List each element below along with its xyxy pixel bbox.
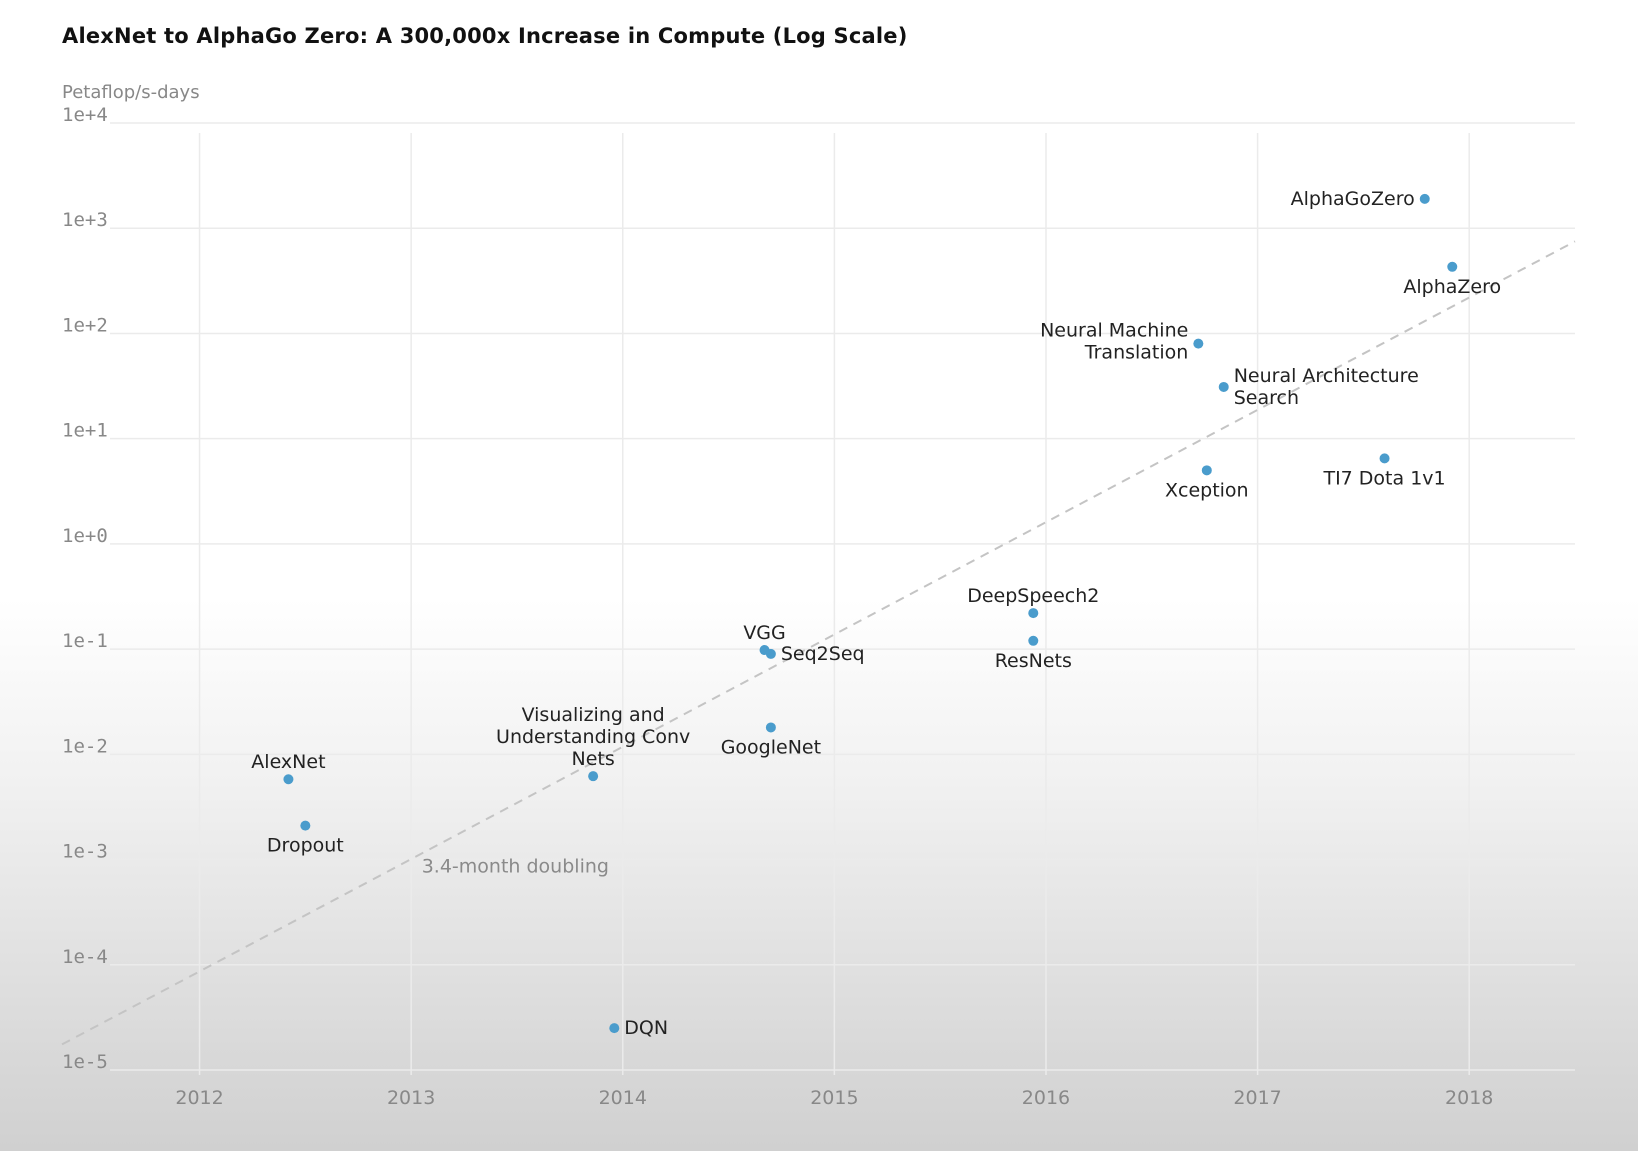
chart-title: AlexNet to AlphaGo Zero: A 300,000x Incr…: [62, 24, 908, 48]
data-point: [1419, 193, 1430, 204]
data-point: [1201, 465, 1212, 476]
data-point-label: Neural Machine Translation: [1040, 320, 1188, 364]
data-point-label: Seq2Seq: [781, 643, 865, 665]
y-tick-label: 1e-1: [62, 630, 108, 652]
data-point: [300, 820, 311, 831]
data-point-label: Xception: [1165, 479, 1249, 501]
data-point-label: Neural Architecture Search: [1234, 365, 1419, 409]
grid-layer: [110, 122, 1575, 1075]
data-point-label: Dropout: [267, 835, 344, 857]
data-point-label: ResNets: [995, 650, 1072, 672]
y-tick-label: 1e+4: [62, 104, 108, 126]
y-axis-unit-label: Petaflop/s-days: [62, 82, 200, 103]
data-point: [1028, 635, 1039, 646]
y-tick-label: 1e+0: [62, 525, 108, 547]
data-point: [588, 771, 599, 782]
data-point: [283, 774, 294, 785]
y-tick-label: 1e+1: [62, 420, 108, 442]
data-point: [765, 722, 776, 733]
data-point-label: VGG: [743, 622, 785, 644]
data-point-label: DeepSpeech2: [967, 585, 1099, 607]
data-point: [765, 648, 776, 659]
data-point: [1028, 608, 1039, 619]
data-point: [609, 1023, 620, 1034]
y-tick-label: 1e-3: [62, 841, 108, 863]
point-layer: AlexNet Dropout Visualizing and Understandi…: [251, 188, 1501, 1039]
data-point: [1218, 381, 1229, 392]
data-point-label: TI7 Dota 1v1: [1322, 467, 1445, 489]
x-tick-label: 2013: [387, 1087, 435, 1109]
data-point-label: Visualizing and Understanding Conv Nets: [496, 704, 690, 770]
y-tick-label: 1e+2: [62, 314, 108, 336]
y-tick-label: 1e-2: [62, 735, 108, 757]
y-tick-label: 1e-4: [62, 946, 108, 968]
trend-line: [61, 240, 1576, 1046]
data-point-label: AlphaZero: [1403, 276, 1501, 298]
axis-layer: 1e-5 1e-4 1e-3 1e-2 1e-1 1e+0 1e+1 1e+2 1e+3 1e+4…: [62, 104, 1493, 1109]
data-point: [1379, 453, 1390, 464]
data-point-label: AlexNet: [251, 751, 325, 773]
data-point: [1193, 338, 1204, 349]
y-tick-label: 1e+3: [62, 209, 108, 231]
x-tick-label: 2015: [810, 1087, 858, 1109]
data-point: [1447, 261, 1458, 272]
data-point-label: AlphaGoZero: [1291, 188, 1415, 210]
data-point-label: DQN: [624, 1017, 668, 1039]
x-tick-label: 2016: [1022, 1087, 1070, 1109]
x-tick-label: 2017: [1233, 1087, 1281, 1109]
data-point-label: GoogleNet: [721, 736, 821, 758]
x-tick-label: 2012: [175, 1087, 223, 1109]
y-tick-label: 1e-5: [62, 1051, 108, 1073]
trend-line-label: 3.4-month doubling: [422, 856, 609, 878]
trend-layer: 3.4-month doubling: [61, 240, 1576, 1046]
x-tick-label: 2014: [599, 1087, 647, 1109]
x-tick-label: 2018: [1445, 1087, 1493, 1109]
